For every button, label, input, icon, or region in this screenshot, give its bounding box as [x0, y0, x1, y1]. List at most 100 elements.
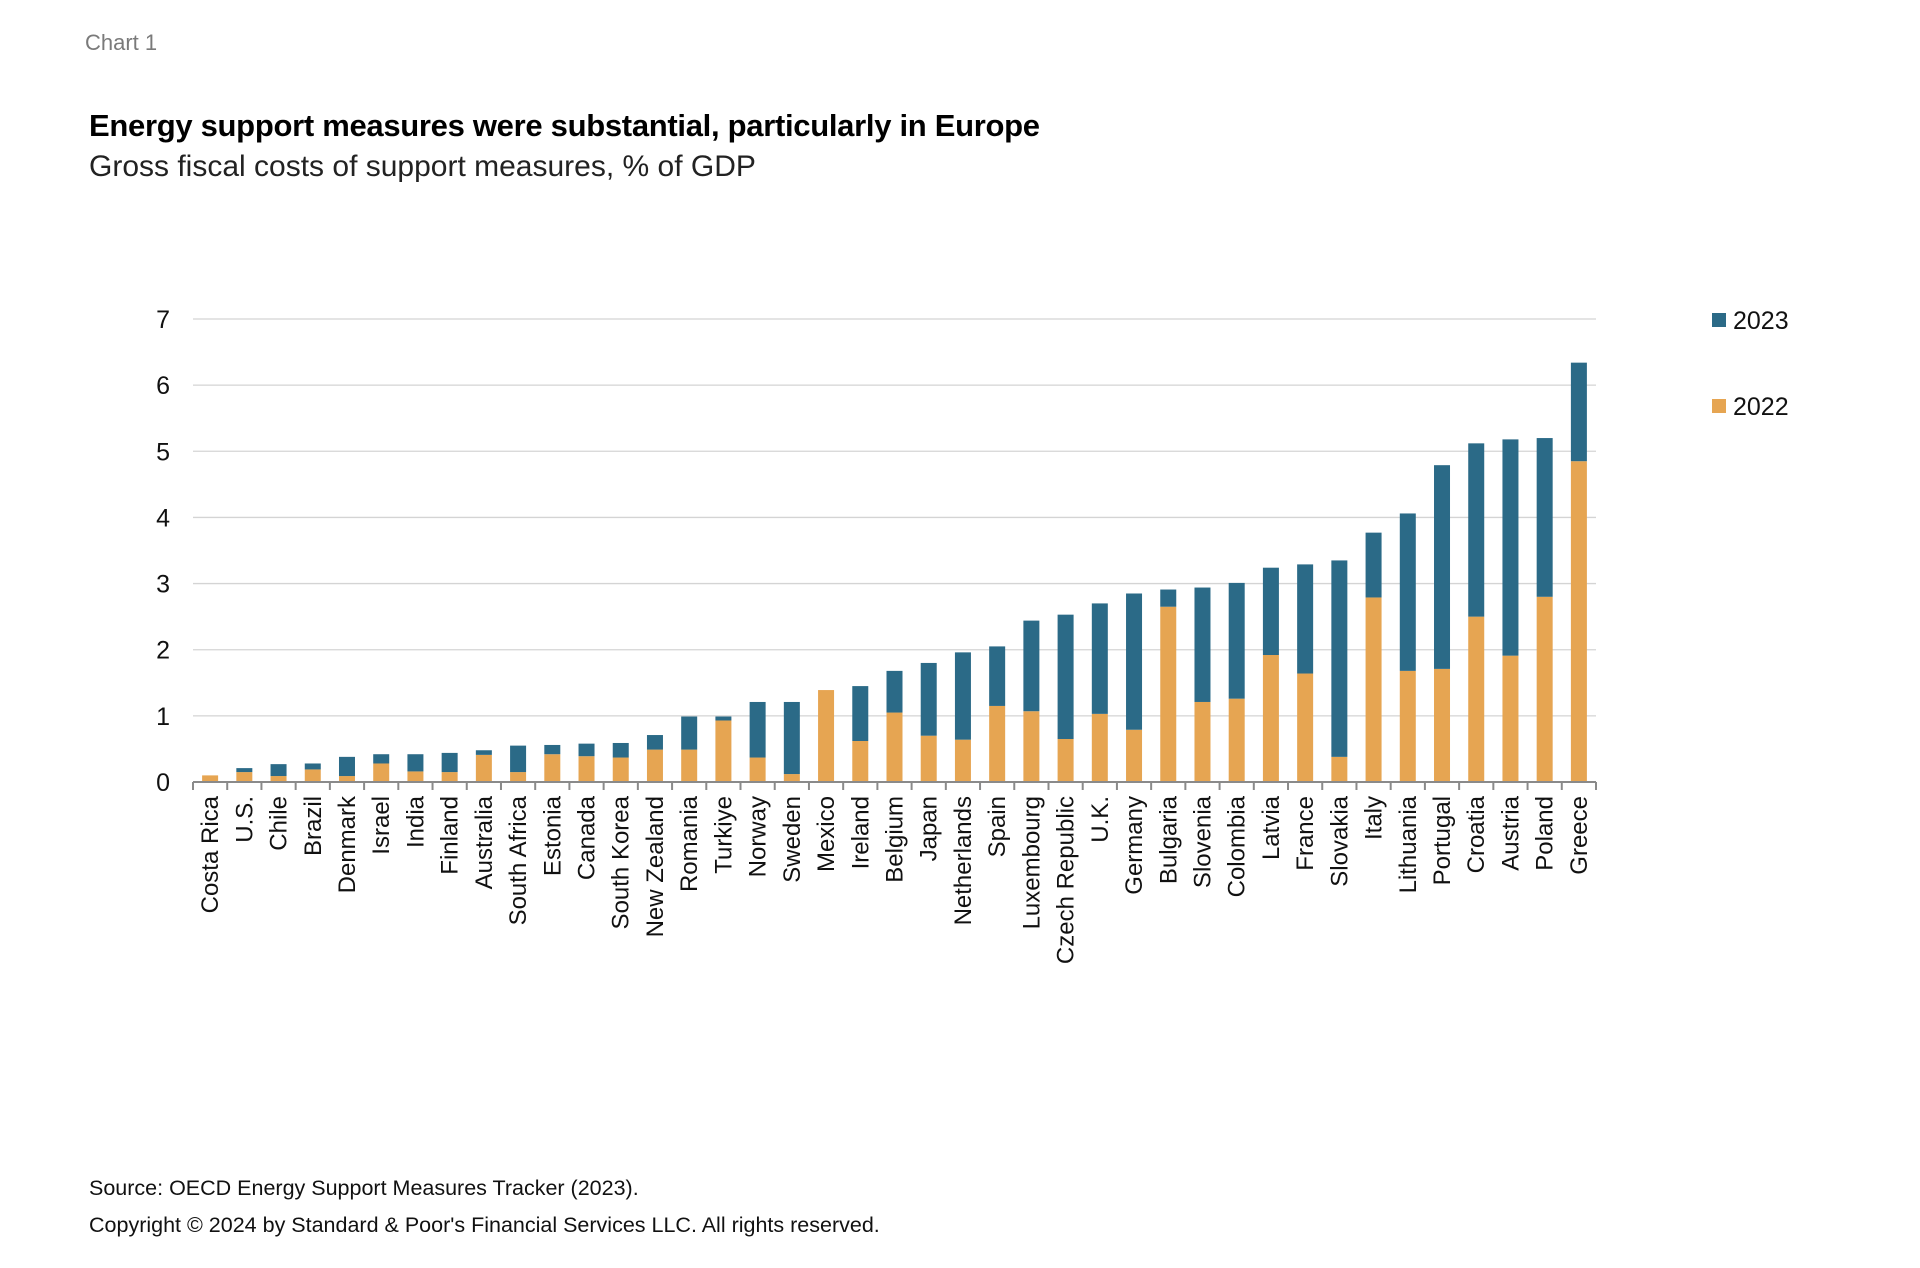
x-tick-label: South Africa	[505, 795, 532, 925]
bar-2023	[441, 752, 458, 773]
bar-2022	[544, 754, 561, 782]
bar-2023	[681, 716, 698, 750]
x-tick-label: Belgium	[882, 796, 909, 883]
bar-2022	[338, 776, 355, 782]
x-tick-label: Czech Republic	[1053, 796, 1080, 964]
bar-2022	[1057, 739, 1074, 782]
bar-2023	[1502, 439, 1519, 656]
y-tick-label: 6	[156, 372, 170, 400]
bar-2023	[1365, 532, 1382, 598]
bar-2022	[1126, 729, 1143, 782]
bar-2023	[1297, 564, 1314, 674]
x-tick-label: India	[402, 795, 429, 848]
y-tick-label: 5	[156, 438, 170, 466]
x-tick-label: U.K.	[1087, 796, 1114, 843]
bars	[202, 362, 1587, 782]
bar-2023	[1570, 362, 1587, 462]
bar-2022	[852, 740, 869, 782]
x-tick-label: Denmark	[334, 795, 361, 893]
legend-swatch-2023	[1712, 313, 1726, 327]
x-tick-label: Bulgaria	[1155, 795, 1182, 884]
bar-2022	[1468, 616, 1485, 782]
y-tick-label: 3	[156, 571, 170, 599]
x-tick-label: Greece	[1566, 796, 1593, 875]
bar-2022	[441, 772, 458, 782]
bar-2023	[1262, 567, 1279, 656]
bar-2023	[1126, 593, 1143, 730]
bar-2023	[749, 701, 766, 758]
x-tick-label: Sweden	[779, 796, 806, 883]
x-tick-label: Germany	[1121, 796, 1148, 895]
bar-2022	[270, 776, 287, 782]
bar-2022	[202, 775, 219, 782]
x-tick-label: Canada	[574, 795, 601, 880]
x-tick-label: Luxembourg	[1018, 796, 1045, 929]
bar-2022	[989, 705, 1006, 782]
bar-2023	[236, 768, 253, 773]
x-tick-label: Mexico	[813, 796, 840, 872]
bar-2022	[646, 749, 663, 782]
legend-swatch-2022	[1712, 399, 1726, 413]
legend-label-2023: 2023	[1733, 307, 1789, 335]
x-tick-label: U.S.	[231, 796, 258, 843]
bar-2022	[578, 756, 595, 782]
bar-2023	[304, 763, 321, 770]
bar-2023	[920, 662, 937, 736]
legend: 2023 2022	[1712, 307, 1789, 421]
bar-2023	[612, 742, 629, 758]
bar-2023	[270, 764, 287, 777]
bar-2023	[1468, 443, 1485, 617]
x-tick-label: Spain	[984, 796, 1011, 857]
bar-2023	[407, 754, 424, 772]
x-tick-label: Japan	[916, 796, 943, 861]
bar-2022	[1434, 668, 1451, 782]
source-note: Source: OECD Energy Support Measures Tra…	[89, 1176, 639, 1200]
x-tick-label: Romania	[676, 795, 703, 892]
bar-2023	[715, 716, 732, 721]
bar-2023	[1091, 603, 1108, 714]
bar-2022	[1228, 698, 1245, 782]
bar-2022	[1262, 655, 1279, 782]
bar-2022	[954, 739, 971, 782]
x-tick-label: Chile	[266, 796, 293, 851]
stacked-bar-chart: 0 1 2 3 4 5 6 7 Costa Rica U.S. Chile Brazil Denmar…	[156, 306, 1789, 964]
bar-2023	[989, 646, 1006, 706]
bar-2022	[1570, 461, 1587, 782]
x-tick-label: New Zealand	[642, 796, 669, 937]
copyright-note: Copyright © 2024 by Standard & Poor's Fi…	[89, 1213, 880, 1237]
bar-2022	[1502, 655, 1519, 782]
x-tick-label: Slovenia	[1189, 795, 1216, 888]
bar-2022	[783, 774, 800, 782]
bar-2022	[612, 757, 629, 782]
legend-label-2022: 2022	[1733, 393, 1789, 421]
bar-2022	[475, 754, 492, 782]
bar-2023	[1194, 587, 1211, 702]
x-axis-labels: Costa Rica U.S. Chile Brazil Denmark Israel In…	[197, 795, 1593, 964]
bar-2023	[373, 754, 390, 764]
x-tick-label: Israel	[368, 796, 395, 855]
chart-subtitle: Gross fiscal costs of support measures, …	[89, 150, 756, 183]
bar-2023	[1434, 465, 1451, 669]
gridlines	[193, 318, 1596, 717]
bar-2023	[1331, 560, 1348, 757]
bar-2023	[475, 750, 492, 755]
x-tick-label: Finland	[437, 796, 464, 875]
x-axis	[192, 781, 1597, 790]
bar-2023	[1399, 513, 1416, 671]
bar-2022	[1365, 597, 1382, 782]
bar-2022	[407, 771, 424, 782]
bar-2022	[681, 749, 698, 782]
x-tick-label: Norway	[745, 796, 772, 877]
x-tick-label: Latvia	[1258, 795, 1285, 860]
x-tick-label: Lithuania	[1395, 795, 1422, 893]
x-tick-label: France	[1292, 796, 1319, 871]
x-tick-label: Australia	[471, 795, 498, 889]
bar-2022	[886, 712, 903, 782]
bar-2022	[1194, 701, 1211, 782]
bar-2022	[715, 720, 732, 782]
x-tick-label: Croatia	[1463, 795, 1490, 873]
bar-2022	[1297, 673, 1314, 782]
bar-2023	[1536, 438, 1553, 597]
bar-2023	[1023, 620, 1040, 712]
y-tick-label: 1	[156, 703, 170, 731]
